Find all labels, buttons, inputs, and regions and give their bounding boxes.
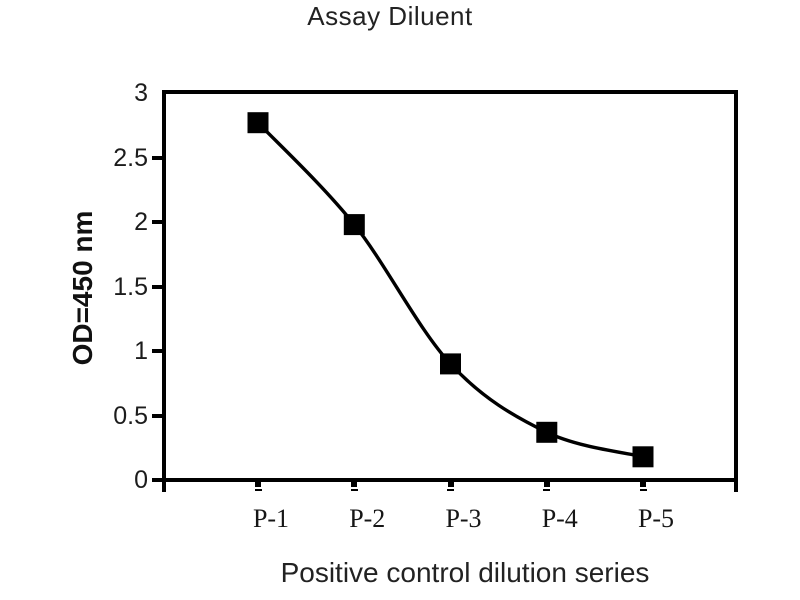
y-tick-label: 1.5: [113, 272, 148, 301]
data-point-marker: [247, 112, 269, 134]
data-point-markers: [247, 112, 654, 468]
x-tick-mark-minor: [639, 489, 647, 491]
y-tick-label: 0: [134, 466, 148, 494]
x-tick-mark: [351, 482, 358, 487]
series-line: [256, 121, 644, 459]
y-tick-mark: [152, 349, 162, 353]
data-point-marker: [536, 421, 558, 443]
x-tick-mark-minor: [447, 489, 454, 491]
y-tick-label: 1: [134, 337, 148, 365]
y-tick-mark: [152, 220, 162, 224]
x-tick-mark: [543, 482, 550, 487]
data-point-marker: [632, 446, 654, 468]
left-spine-extension: [162, 478, 166, 492]
x-tick-mark-minor: [350, 489, 358, 491]
y-tick-label: 0.5: [113, 401, 148, 430]
y-tick-mark: [152, 478, 162, 482]
y-tick-mark: [152, 155, 162, 160]
y-tick-mark: [152, 413, 162, 418]
x-tick-mark: [255, 482, 261, 487]
x-tick-label: P-2: [349, 504, 386, 533]
x-tick-label: P-5: [637, 504, 675, 533]
data-point-marker: [343, 214, 365, 236]
x-tick-mark-minor: [543, 489, 551, 491]
x-tick-mark: [447, 482, 454, 487]
chart-title: Assay Diluent: [307, 1, 473, 31]
x-tick-mark: [640, 482, 646, 487]
y-tick-label: 3: [134, 79, 148, 107]
x-tick-label: P-1: [252, 504, 290, 533]
x-axis-title: Positive control dilution series: [280, 557, 650, 588]
y-tick-mark: [152, 284, 162, 289]
x-tick-mark-minor: [254, 489, 262, 491]
x-tick-label: P-4: [541, 504, 578, 533]
right-spine-extension: [734, 478, 738, 492]
data-point-marker: [440, 353, 461, 375]
y-tick-label: 2: [134, 208, 148, 236]
plot-area: [162, 90, 738, 482]
y-tick-label: 2.5: [113, 143, 148, 172]
x-tick-label: P-3: [445, 504, 482, 533]
